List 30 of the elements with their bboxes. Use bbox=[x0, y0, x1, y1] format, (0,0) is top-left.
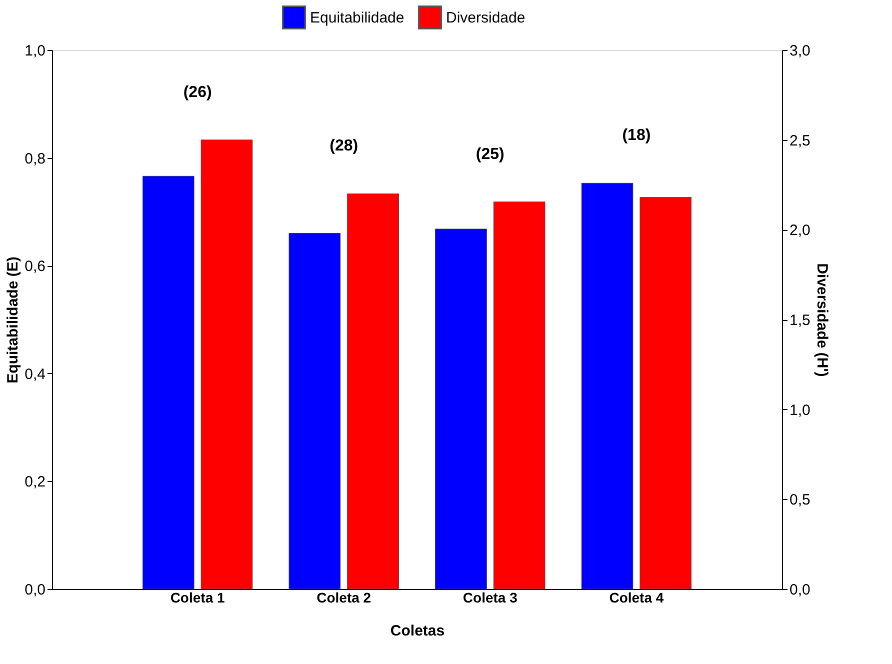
y2-tick-label: 0,0 bbox=[790, 582, 810, 598]
y2-tick-label: 1,0 bbox=[790, 402, 810, 419]
x-tick-label: Coleta 1 bbox=[170, 590, 226, 606]
y-tick-label: 0,6 bbox=[24, 258, 46, 276]
x-tick-label: Coleta 4 bbox=[609, 590, 664, 606]
annotation: (26) bbox=[183, 84, 212, 101]
bar bbox=[200, 140, 253, 590]
y-tick-label: 0,8 bbox=[24, 150, 46, 168]
x-tick-label: Coleta 2 bbox=[316, 590, 372, 606]
annotation: (25) bbox=[476, 146, 504, 163]
bar bbox=[347, 193, 399, 590]
y2-axis-title: Diversidade (H') bbox=[813, 263, 830, 377]
bar bbox=[493, 202, 546, 590]
y2-tick-label: 2,5 bbox=[790, 132, 810, 150]
annotation: (28) bbox=[330, 138, 358, 155]
y-tick-label: 1,0 bbox=[24, 42, 46, 60]
y-tick-label: 0,2 bbox=[24, 474, 46, 491]
y2-tick-label: 3,0 bbox=[790, 42, 810, 60]
y2-tick-label: 0,5 bbox=[790, 492, 810, 509]
y-axis-title: Equitabilidade (E) bbox=[4, 256, 22, 384]
annotation: (18) bbox=[622, 127, 651, 144]
y-tick-label: 0,0 bbox=[24, 582, 46, 598]
y-tick-label: 0,4 bbox=[24, 366, 46, 383]
legend-label: Equitabilidade bbox=[310, 9, 404, 26]
legend-label: Diversidade bbox=[446, 9, 526, 26]
x-tick-label: Coleta 3 bbox=[462, 590, 518, 606]
y2-tick-label: 1,5 bbox=[790, 312, 810, 329]
x-axis-title: Coletas bbox=[390, 622, 445, 640]
bar bbox=[640, 197, 692, 590]
y2-tick-label: 2,0 bbox=[790, 222, 810, 240]
